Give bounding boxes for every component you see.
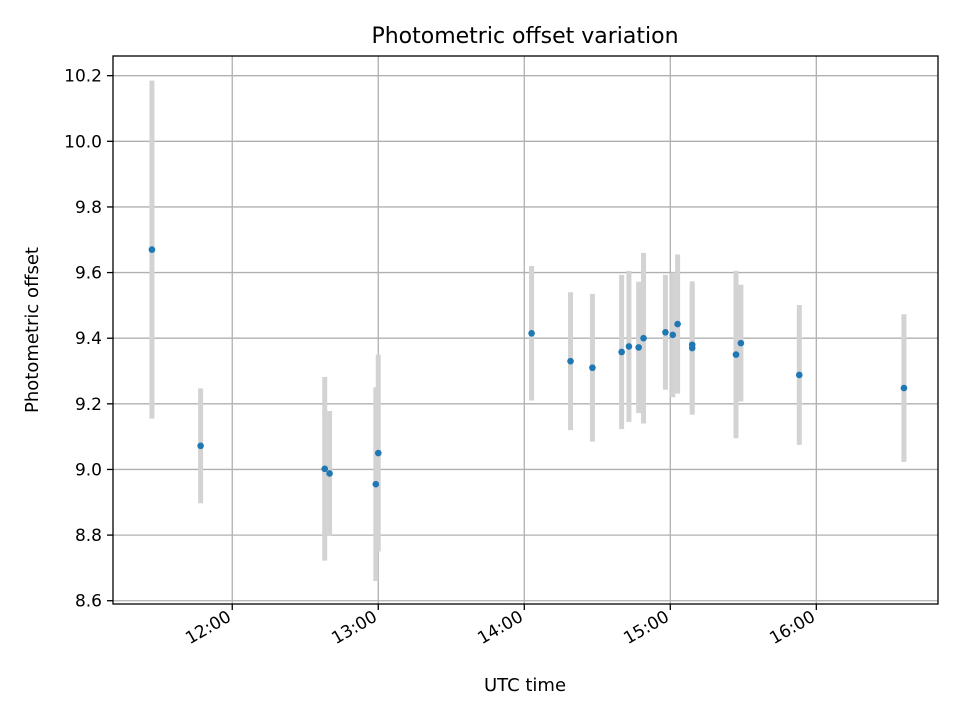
data-point bbox=[528, 329, 535, 337]
y-tick-label: 9.0 bbox=[75, 460, 102, 480]
data-point bbox=[732, 351, 740, 358]
data-point bbox=[372, 480, 380, 488]
x-tick-label: 15:00 bbox=[620, 607, 672, 649]
y-tick-label: 9.8 bbox=[75, 198, 102, 218]
y-tick-label: 9.4 bbox=[75, 329, 102, 349]
y-axis-ticks: 8.6 8.8 9.0 9.2 9.4 9.6 9.8 10.0 10.2 bbox=[64, 67, 113, 612]
y-tick-label: 8.6 bbox=[75, 592, 102, 612]
x-tick-label: 13:00 bbox=[328, 607, 380, 649]
y-tick-label: 8.8 bbox=[75, 526, 102, 546]
data-point bbox=[589, 364, 596, 372]
data-point bbox=[640, 334, 647, 342]
y-tick-label: 10.0 bbox=[64, 132, 102, 152]
error-bars bbox=[149, 80, 907, 582]
data-point bbox=[688, 341, 696, 349]
x-axis-label: UTC time bbox=[484, 675, 566, 696]
data-point bbox=[900, 384, 908, 392]
x-tick-label: 16:00 bbox=[766, 607, 818, 649]
y-tick-label: 9.6 bbox=[75, 264, 102, 284]
x-axis-ticks: 12:00 13:00 14:00 15:00 16:00 bbox=[182, 604, 819, 649]
plot-frame bbox=[112, 55, 939, 605]
data-point bbox=[197, 442, 204, 450]
y-tick-label: 9.2 bbox=[75, 395, 102, 415]
data-point bbox=[737, 339, 745, 347]
data-point bbox=[674, 320, 681, 328]
y-tick-label: 10.2 bbox=[64, 67, 102, 87]
grid bbox=[113, 56, 938, 604]
data-point bbox=[635, 344, 642, 351]
y-axis-label: Photometric offset bbox=[22, 247, 43, 413]
data-point bbox=[669, 331, 677, 339]
data-points bbox=[148, 246, 908, 488]
data-point bbox=[148, 246, 156, 253]
chart-title: Photometric offset variation bbox=[371, 24, 678, 49]
data-point bbox=[625, 343, 633, 350]
data-point bbox=[567, 357, 574, 365]
data-point bbox=[618, 348, 625, 356]
x-tick-label: 14:00 bbox=[474, 607, 526, 649]
data-point bbox=[321, 465, 329, 473]
data-point bbox=[795, 371, 803, 379]
data-point bbox=[374, 449, 382, 457]
data-point bbox=[326, 470, 333, 477]
x-tick-label: 12:00 bbox=[182, 607, 234, 649]
data-point bbox=[662, 328, 669, 336]
